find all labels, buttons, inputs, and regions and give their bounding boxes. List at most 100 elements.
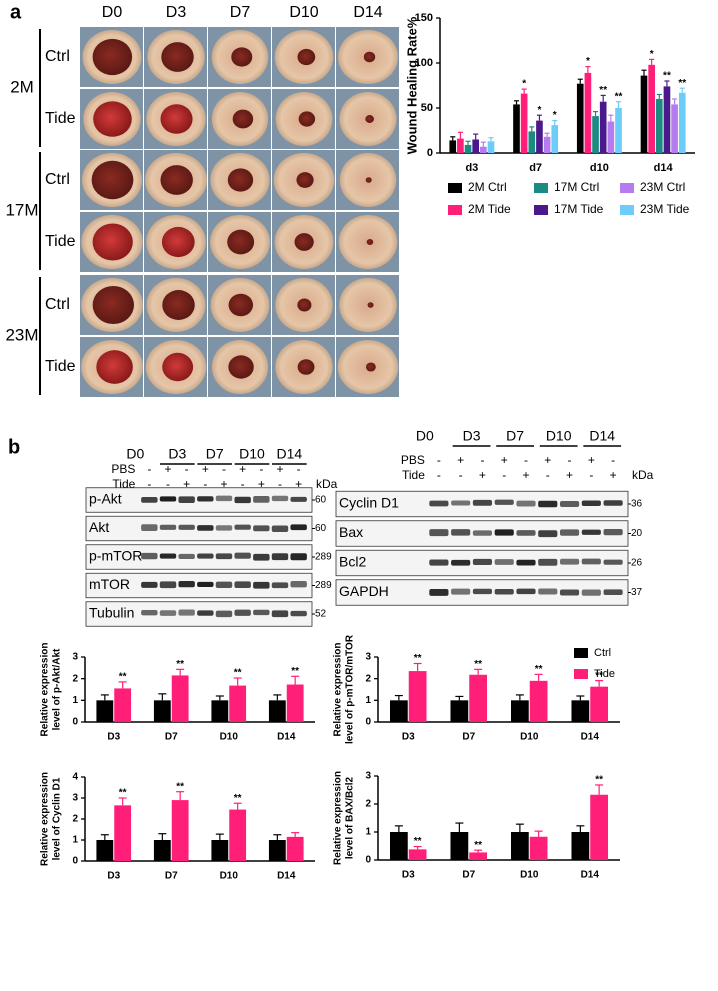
bar — [648, 64, 655, 153]
kda-label: 20 — [631, 528, 643, 539]
treatment-sign: + — [588, 453, 595, 467]
blot-band — [516, 530, 536, 536]
y-axis-label: Relative expression — [40, 772, 51, 866]
x-tick-label: D10 — [220, 732, 239, 743]
lane-group-label: D7 — [506, 428, 524, 444]
x-tick-label: D7 — [165, 732, 178, 743]
bar — [480, 146, 487, 153]
unit-label: kDa — [632, 468, 654, 482]
photo-wound — [160, 104, 193, 134]
bar — [153, 700, 171, 722]
significance-label: ** — [615, 91, 623, 102]
x-tick-label: D14 — [581, 870, 600, 881]
column-label: D0 — [102, 4, 123, 21]
blot-band — [581, 589, 601, 596]
bar — [640, 75, 648, 153]
bar — [450, 700, 469, 722]
blot-band — [581, 558, 601, 565]
blot-band — [494, 529, 514, 536]
column-label: D3 — [166, 4, 187, 21]
kda-label: 289 — [315, 580, 332, 591]
column-label: D10 — [289, 4, 318, 21]
photo-wound — [231, 47, 253, 67]
blot-band — [234, 524, 251, 530]
blot-band — [429, 500, 449, 507]
protein-label: Tubulin — [89, 605, 134, 621]
treatment-sign: - — [297, 462, 301, 476]
lane-group-label: D0 — [416, 428, 434, 444]
treatment-sign: + — [258, 477, 265, 491]
bar — [576, 83, 584, 153]
bar — [114, 805, 132, 861]
bar — [543, 136, 551, 153]
y-tick-label: 0 — [365, 717, 371, 728]
significance-label: ** — [176, 659, 184, 670]
legend-label: Tide — [594, 668, 615, 680]
treatment-sign: - — [147, 462, 151, 476]
lane-group-label: D10 — [239, 446, 265, 462]
bar — [408, 849, 427, 860]
significance-label: ** — [595, 775, 603, 786]
bar — [590, 686, 609, 722]
blot-band — [159, 496, 177, 502]
legend-swatch — [574, 669, 588, 679]
bar — [655, 99, 663, 153]
photo-wound — [92, 285, 135, 325]
y-tick-label: 0 — [427, 147, 433, 159]
photo-wound — [367, 302, 374, 308]
photo-wound — [227, 229, 255, 255]
column-label: D7 — [230, 4, 251, 21]
protein-label: Bax — [339, 524, 363, 540]
y-tick-label: 2 — [72, 673, 78, 684]
treatment-sign: - — [437, 468, 441, 482]
y-axis-label: level of Cyclin D1 — [52, 777, 63, 860]
treatment-sign: - — [589, 468, 593, 482]
bar — [678, 92, 686, 153]
treatment-sign: - — [203, 477, 207, 491]
legend-swatch — [620, 205, 634, 215]
photo-wound — [228, 355, 254, 379]
significance-label: ** — [176, 781, 184, 792]
blot-band — [603, 529, 623, 536]
photo-wound — [232, 109, 254, 129]
row-label: Ctrl — [45, 296, 70, 313]
blot-band — [141, 524, 158, 531]
kda-label: 60 — [315, 523, 327, 534]
y-tick-label: 0 — [72, 856, 78, 867]
blot-band — [141, 552, 158, 560]
treatment-sign: - — [185, 462, 189, 476]
significance-label: ** — [474, 840, 482, 851]
bar — [529, 836, 548, 860]
blot-band — [538, 530, 558, 538]
treatment-sign: + — [610, 468, 617, 482]
photo-wound — [162, 290, 195, 320]
bar — [607, 121, 615, 153]
blot-band — [581, 500, 601, 506]
bar — [571, 832, 590, 860]
bar — [584, 72, 592, 153]
protein-label: Bcl2 — [339, 554, 366, 570]
bar — [211, 700, 229, 722]
blot-band — [290, 496, 307, 502]
bar — [153, 840, 171, 861]
bar — [469, 852, 488, 860]
photo-wound — [294, 233, 314, 251]
blot-band — [451, 500, 471, 506]
blot-band — [271, 525, 289, 532]
blot-band — [141, 496, 158, 503]
blot-band — [451, 588, 471, 595]
blot-band — [290, 610, 307, 617]
bar — [389, 832, 408, 860]
row-label: Tide — [45, 358, 76, 375]
photo-wound — [161, 42, 194, 72]
row-label: Tide — [45, 233, 76, 250]
treatment-sign: - — [568, 453, 572, 467]
significance-label: ** — [663, 71, 671, 82]
treatment-sign: - — [166, 477, 170, 491]
y-tick-label: 2 — [72, 814, 78, 825]
blot-band — [581, 529, 601, 535]
blot-band — [197, 610, 214, 616]
legend-swatch — [448, 183, 462, 193]
blot-band — [178, 609, 195, 616]
significance-label: ** — [119, 672, 127, 683]
